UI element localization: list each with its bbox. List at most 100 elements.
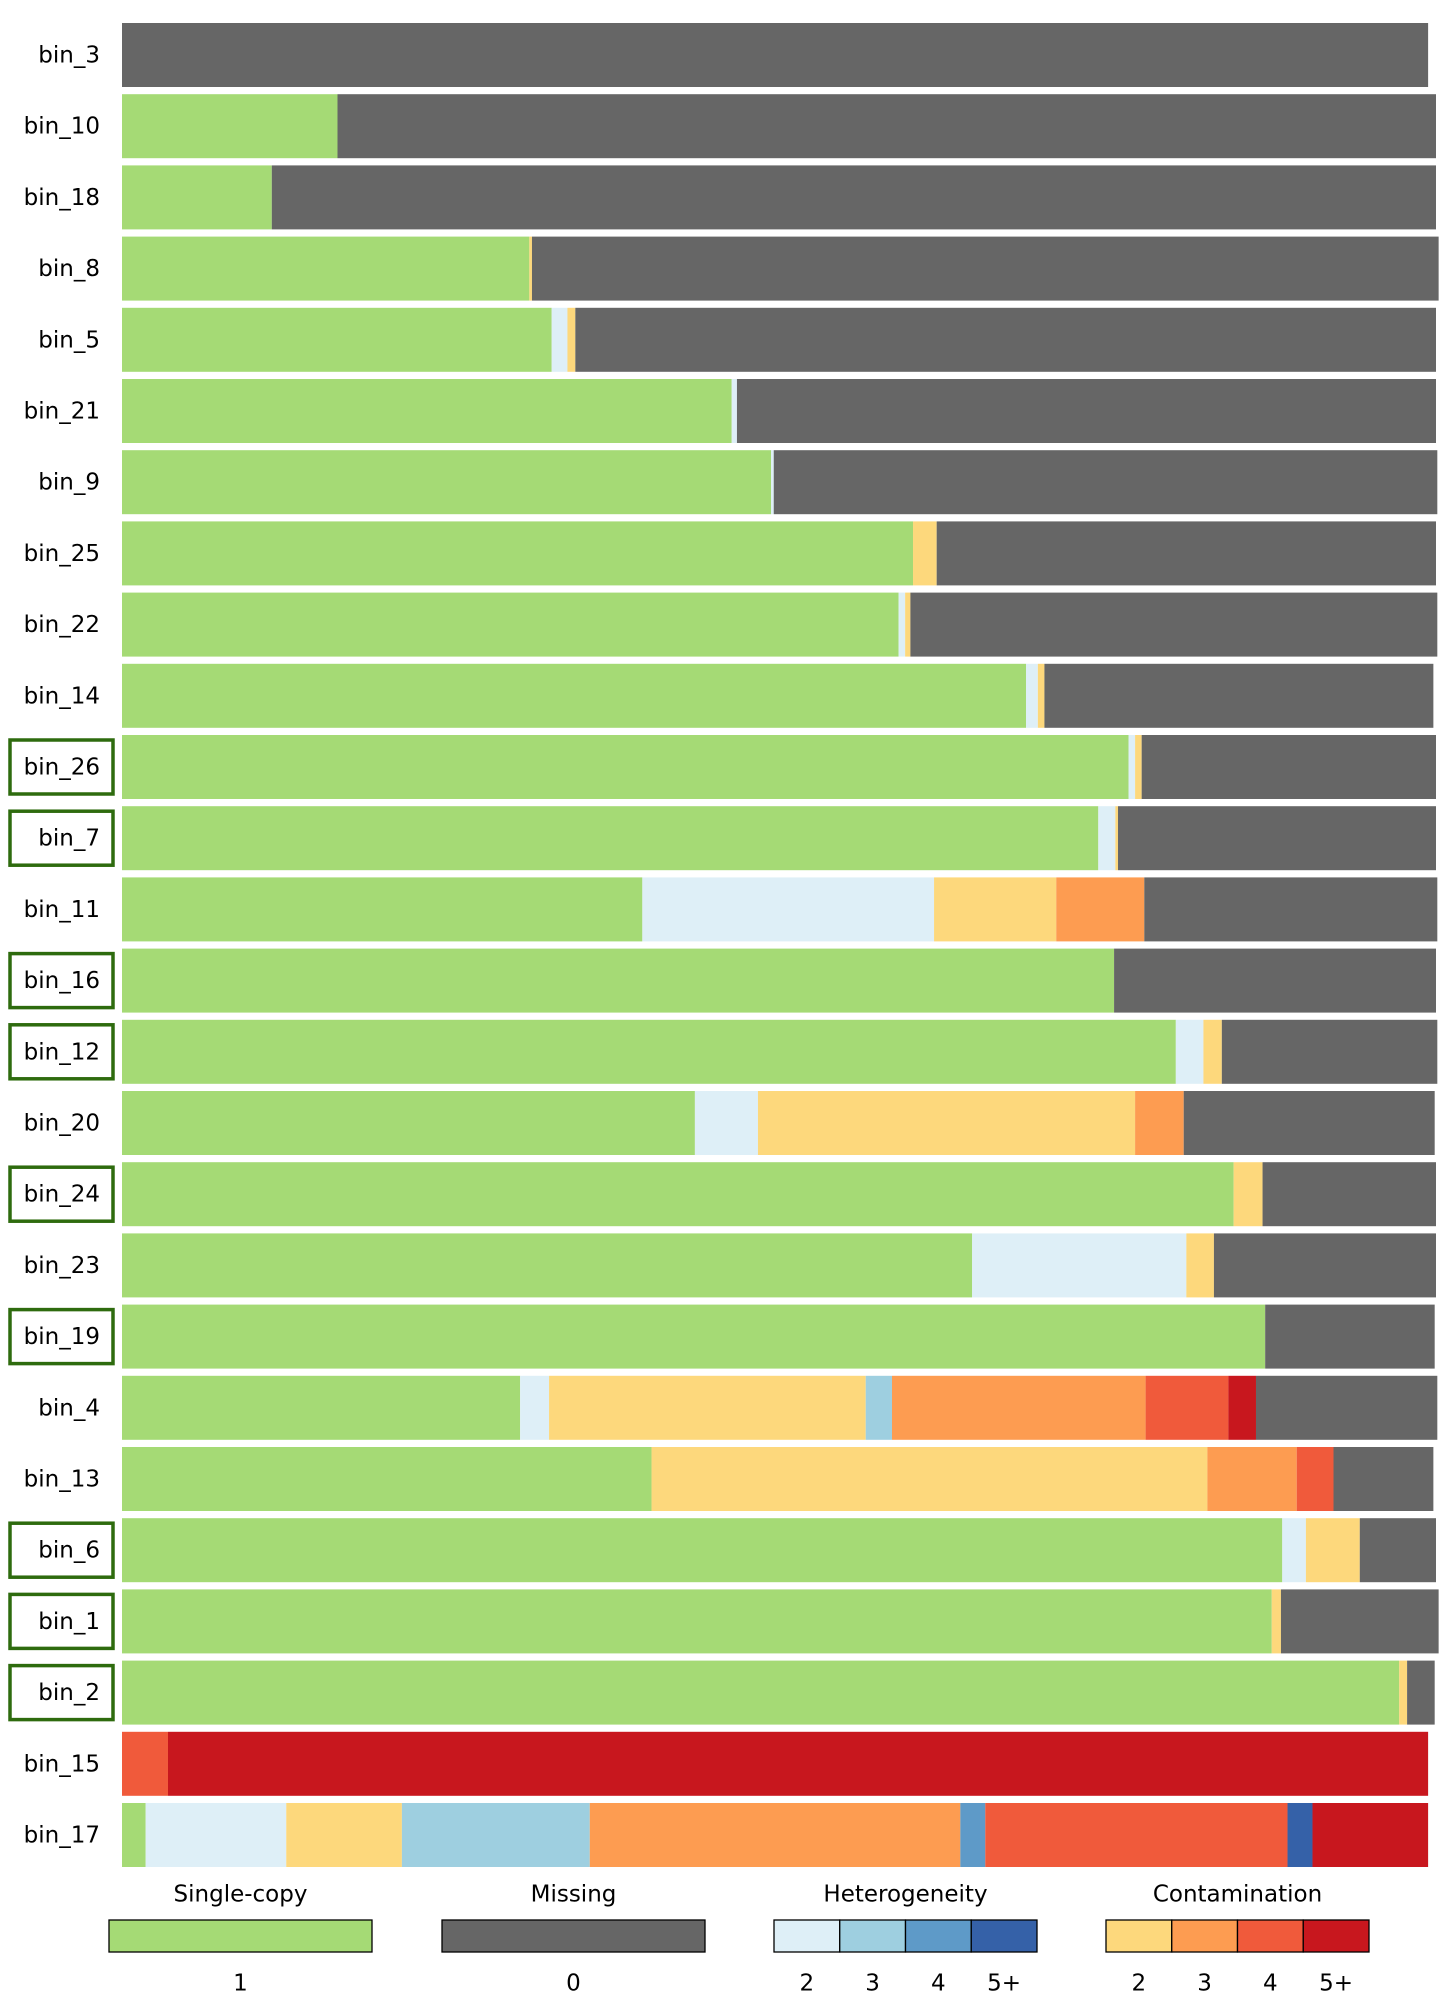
row-label: bin_15 xyxy=(24,1751,100,1777)
row-label: bin_25 xyxy=(24,541,100,567)
row-label: bin_10 xyxy=(24,114,100,140)
highlight-box xyxy=(8,1663,115,1722)
bar-segment xyxy=(122,1447,652,1511)
bar-segment xyxy=(551,307,568,372)
bar-segment xyxy=(520,1375,550,1440)
bar-segment xyxy=(1044,663,1434,728)
highlight-box xyxy=(8,1165,115,1223)
bar-segment xyxy=(1135,735,1142,799)
legend-label: 5+ xyxy=(1319,1971,1353,1997)
bar-segment xyxy=(1359,1518,1436,1583)
bar-segment xyxy=(167,1731,1429,1796)
bar-segment xyxy=(1037,663,1045,728)
bar-segment xyxy=(1296,1447,1334,1511)
bar-segment xyxy=(589,1803,961,1867)
bar-segment xyxy=(1144,877,1438,942)
row-label: bin_9 xyxy=(38,470,100,496)
legend-swatch xyxy=(1302,1919,1370,1953)
row-label: bin_23 xyxy=(24,1253,100,1279)
bar-segment xyxy=(1221,1019,1438,1084)
bar-segment xyxy=(122,592,899,657)
bar-segment xyxy=(122,23,1429,87)
row-label: bin_16 xyxy=(24,968,100,994)
legend-swatch xyxy=(839,1919,907,1953)
legend-swatch xyxy=(904,1919,972,1953)
bar-segment xyxy=(122,1660,1400,1725)
legend-swatch xyxy=(1236,1919,1304,1953)
bar-segment xyxy=(122,379,732,443)
bar-segment xyxy=(122,236,530,301)
legend-label: 0 xyxy=(566,1971,581,1997)
legend-swatch xyxy=(441,1919,706,1953)
bar-segment xyxy=(892,1375,1146,1440)
row-label: bin_4 xyxy=(38,1395,100,1421)
row-label: bin_2 xyxy=(38,1680,100,1706)
bar-segment xyxy=(1213,1233,1436,1298)
bar-segment xyxy=(122,948,1115,1013)
bar-segment xyxy=(1026,663,1038,728)
bar-segment xyxy=(985,1803,1288,1867)
row-label: bin_19 xyxy=(24,1324,100,1350)
bar-segment xyxy=(651,1447,1208,1511)
bar-segment xyxy=(905,592,911,657)
bar-segment xyxy=(549,1375,866,1440)
bar-segment xyxy=(1265,1304,1435,1369)
bar-segment xyxy=(1114,948,1436,1013)
row-label: bin_14 xyxy=(24,683,100,709)
row-label: bin_17 xyxy=(24,1823,100,1849)
row-label: bin_1 xyxy=(38,1609,100,1635)
bar-segment xyxy=(1333,1447,1434,1511)
bar-segment xyxy=(567,307,576,372)
bar-segment xyxy=(122,1803,146,1867)
row-label: bin_22 xyxy=(24,612,100,638)
bar-segment xyxy=(1098,806,1116,871)
bar-segment xyxy=(1233,1162,1263,1227)
bar-segment xyxy=(1056,877,1145,942)
bar-segment xyxy=(122,1162,1234,1227)
legend-swatch xyxy=(108,1919,373,1953)
bar-segment xyxy=(1399,1660,1408,1725)
bar-segment xyxy=(898,592,906,657)
row-label: bin_5 xyxy=(38,327,100,353)
bar-segment xyxy=(972,1233,1187,1298)
legend-title: Contamination xyxy=(1153,1882,1322,1908)
legend-swatch xyxy=(1171,1919,1239,1953)
bar-segment xyxy=(1115,806,1119,871)
bar-segment xyxy=(1255,1375,1438,1440)
bar-segment xyxy=(122,1019,1176,1084)
bar-segment xyxy=(575,307,1436,372)
legend-swatch xyxy=(773,1919,841,1953)
bar-segment xyxy=(122,1233,973,1298)
bar-segment xyxy=(271,165,1436,230)
row-label: bin_13 xyxy=(24,1467,100,1493)
row-label: bin_8 xyxy=(38,256,100,282)
bar-segment xyxy=(122,521,914,586)
bar-segment xyxy=(337,94,1437,159)
bar-segment xyxy=(122,1518,1283,1583)
legend-label: 3 xyxy=(865,1971,880,1997)
bar-segment xyxy=(122,1091,695,1155)
bar-segment xyxy=(934,877,1057,942)
bar-segment xyxy=(122,877,643,942)
legend-label: 1 xyxy=(233,1971,248,1997)
bar-segment xyxy=(122,806,1099,871)
bar-segment xyxy=(122,1731,168,1796)
bar-segment xyxy=(1312,1803,1429,1867)
bar-segment xyxy=(122,165,272,230)
row-label: bin_20 xyxy=(24,1111,100,1137)
row-label: bin_24 xyxy=(24,1182,100,1208)
highlight-box xyxy=(8,951,115,1010)
legend-label: 4 xyxy=(1263,1971,1278,1997)
bar-segment xyxy=(1141,735,1436,799)
bar-segment xyxy=(757,1091,1136,1155)
bar-segment xyxy=(913,521,937,586)
bar-segment xyxy=(694,1091,758,1155)
bar-segment xyxy=(1262,1162,1436,1227)
bar-segment xyxy=(1282,1518,1306,1583)
bar-segment xyxy=(1145,1375,1229,1440)
bar-segment xyxy=(771,450,774,515)
bar-segment xyxy=(122,1375,521,1440)
bar-segment xyxy=(865,1375,893,1440)
bar-segment xyxy=(286,1803,402,1867)
